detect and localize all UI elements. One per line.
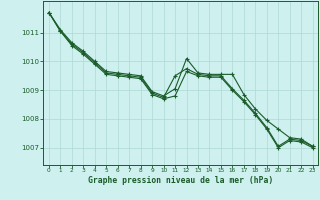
X-axis label: Graphe pression niveau de la mer (hPa): Graphe pression niveau de la mer (hPa) — [88, 176, 273, 185]
